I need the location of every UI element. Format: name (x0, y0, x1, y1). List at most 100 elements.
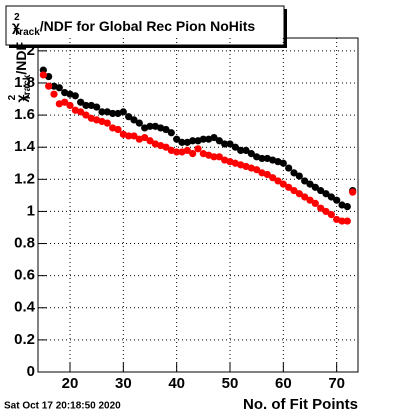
data-point (173, 148, 181, 156)
data-point (45, 82, 53, 90)
ylabel-symbol: χ (13, 94, 29, 102)
data-point (279, 159, 287, 167)
data-point (301, 177, 309, 185)
data-point (61, 98, 69, 106)
timestamp: Sat Oct 17 20:18:50 2020 (4, 401, 121, 412)
data-point (263, 170, 271, 179)
y-tick-label: 1 (27, 202, 35, 219)
data-point (162, 143, 170, 151)
y-tick-label: 0.8 (14, 235, 35, 252)
data-point (130, 132, 138, 140)
data-point (71, 92, 79, 100)
plot-frame (37, 37, 359, 373)
data-point (167, 129, 175, 137)
data-point (343, 203, 351, 211)
data-point (317, 186, 325, 195)
data-point (231, 143, 239, 151)
data-point (141, 133, 149, 142)
data-point (306, 196, 314, 204)
data-point (317, 204, 325, 212)
data-point (295, 190, 303, 198)
data-point (343, 217, 351, 225)
data-point (322, 207, 330, 216)
data-point (279, 180, 287, 188)
data-point (199, 135, 207, 143)
data-point (301, 193, 309, 201)
data-point (210, 133, 218, 142)
chart-title: χ2 Track/NDF for Global Rec Pion NoHits (12, 12, 255, 38)
ylabel-text: /NDF (13, 42, 29, 75)
y-tick-label: 0.2 (14, 331, 35, 348)
title-box (5, 5, 285, 46)
data-point (93, 103, 101, 111)
data-point (82, 101, 90, 110)
data-point (162, 125, 170, 134)
data-point (349, 188, 357, 196)
data-point (189, 150, 197, 158)
ylabel-sup: 2 (7, 94, 18, 100)
y-tick-label: 1.6 (14, 106, 35, 123)
data-point (55, 84, 63, 92)
data-point (327, 193, 335, 201)
data-point (221, 140, 229, 148)
y-tick-label: 1.2 (14, 170, 35, 187)
data-point (125, 132, 133, 140)
data-point (146, 137, 154, 145)
title-sup: 2 (14, 12, 20, 23)
data-point (237, 146, 245, 155)
data-point (311, 199, 319, 207)
data-point (290, 186, 298, 195)
data-point (135, 119, 143, 127)
y-tick-label: 2 (27, 42, 35, 59)
data-point (290, 169, 298, 177)
title-sub: Track (14, 27, 41, 38)
data-point (82, 111, 90, 119)
x-axis-title: No. of Fit Points (243, 396, 358, 413)
data-point (50, 90, 58, 98)
title-symbol: χ (12, 18, 20, 34)
data-point (311, 183, 319, 191)
data-point (77, 98, 85, 106)
data-point (103, 119, 111, 127)
data-point (285, 164, 293, 172)
data-point (295, 172, 303, 180)
data-point (338, 217, 346, 225)
data-point (173, 135, 181, 143)
data-point (226, 140, 234, 148)
x-tick-label: 20 (62, 375, 79, 392)
data-point (322, 190, 330, 198)
data-point (333, 196, 341, 204)
data-point (269, 174, 277, 182)
title-text: /NDF for Global Rec Pion NoHits (40, 18, 256, 34)
data-point (178, 138, 186, 146)
y-tick-label: 1.8 (14, 74, 35, 91)
data-point (274, 177, 282, 185)
y-axis-title: χ2 Track/NDF (7, 42, 33, 103)
data-point (194, 145, 202, 153)
y-tick-label: 0 (27, 363, 35, 380)
x-tick-label: 60 (275, 375, 292, 392)
x-tick-label: 40 (168, 375, 185, 392)
data-point (215, 153, 223, 161)
data-point (242, 146, 250, 155)
data-point (66, 101, 74, 110)
data-point (77, 108, 85, 116)
x-tick-label: 50 (222, 375, 239, 392)
y-tick-label: 0.4 (14, 299, 36, 316)
data-point (98, 108, 106, 116)
data-point (189, 137, 197, 145)
data-point (327, 211, 335, 219)
data-point (306, 180, 314, 188)
data-point (210, 153, 218, 161)
data-point (114, 125, 122, 134)
data-point (146, 122, 154, 130)
ylabel-sub: Track (22, 74, 33, 101)
y-tick-label: 0.6 (14, 267, 35, 284)
data-point (125, 113, 133, 121)
data-point (109, 109, 117, 118)
data-point (130, 116, 138, 124)
y-tick-label: 1.4 (14, 138, 36, 155)
data-point (215, 137, 223, 145)
data-point (285, 183, 293, 191)
x-tick-label: 70 (328, 375, 345, 392)
